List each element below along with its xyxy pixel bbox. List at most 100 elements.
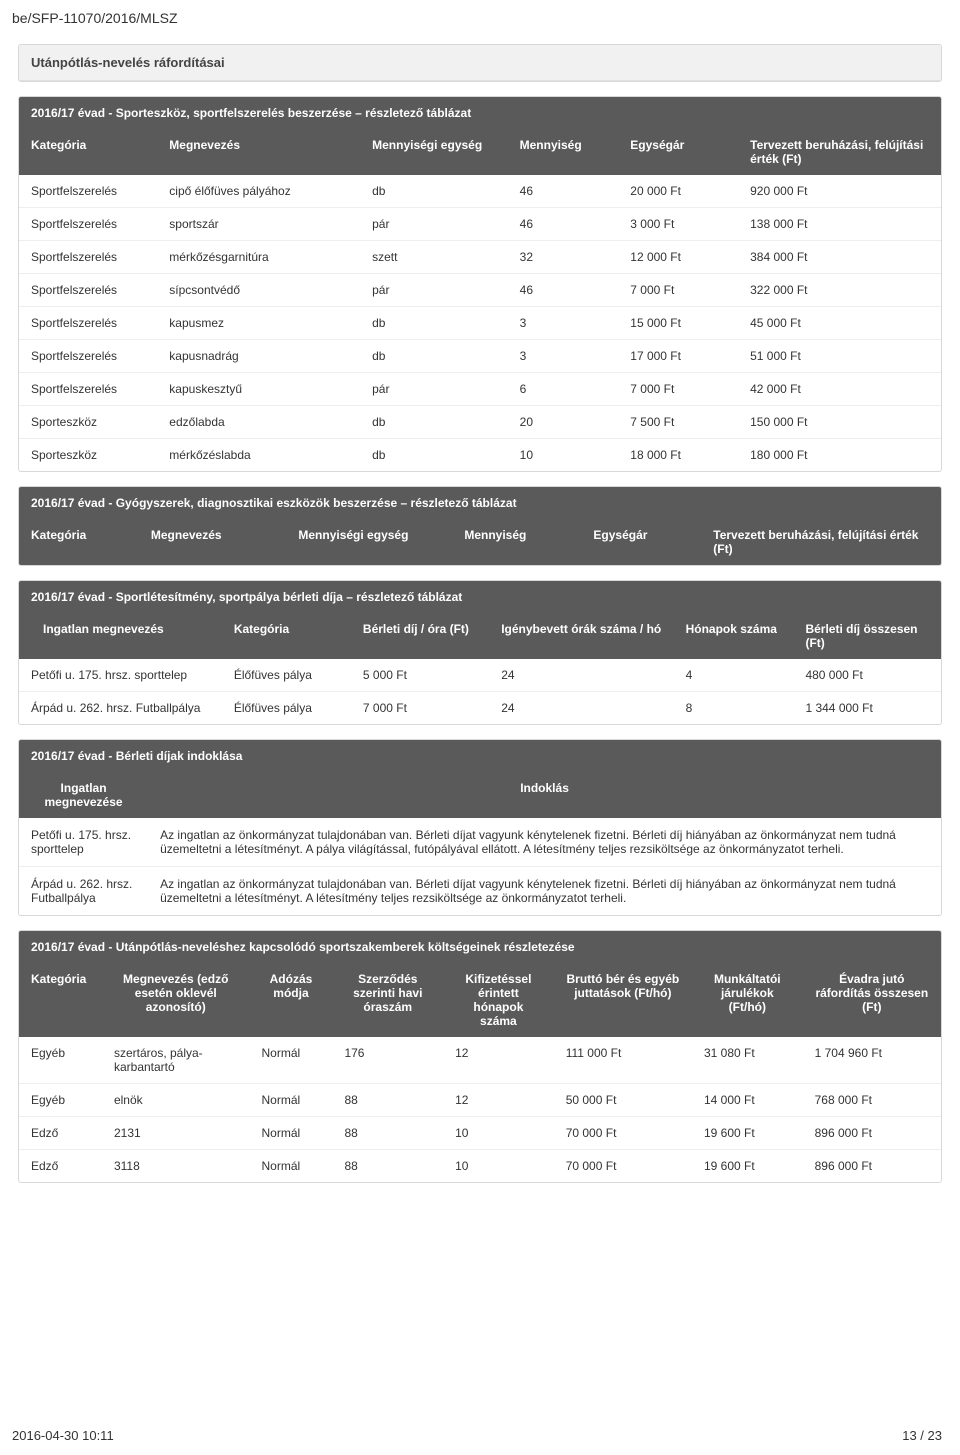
table-row: Sporteszközedzőlabdadb207 500 Ft150 000 … (19, 406, 941, 439)
page-footer: 2016-04-30 10:11 13 / 23 (12, 1428, 942, 1443)
table-cell: db (360, 340, 508, 373)
table-cell: Árpád u. 262. hrsz. Futballpálya (19, 867, 148, 916)
table2-th-3: Mennyiség (452, 519, 581, 565)
table-cell: Sportfelszerelés (19, 340, 157, 373)
table-cell: 920 000 Ft (738, 175, 941, 208)
document-code: be/SFP-11070/2016/MLSZ (0, 0, 960, 30)
table1-th-4: Egységár (618, 129, 738, 175)
table3-th-0: Ingatlan megnevezés (19, 613, 222, 659)
table-cell: Normál (249, 1037, 332, 1084)
table-row: EgyébelnökNormál881250 000 Ft14 000 Ft76… (19, 1084, 941, 1117)
table-cell: Sportfelszerelés (19, 175, 157, 208)
table-cell: 8 (674, 692, 794, 725)
table-cell: 180 000 Ft (738, 439, 941, 472)
table-cell: 7 000 Ft (618, 274, 738, 307)
table2-th-1: Megnevezés (139, 519, 287, 565)
table-cell: 6 (508, 373, 619, 406)
table3-th-4: Hónapok száma (674, 613, 794, 659)
table2-th-2: Mennyiségi egység (286, 519, 452, 565)
table-cell: Az ingatlan az önkormányzat tulajdonában… (148, 818, 941, 867)
table-cell: Élőfüves pálya (222, 659, 351, 692)
table-row: Petőfi u. 175. hrsz. sporttelepAz ingatl… (19, 818, 941, 867)
table-cell: mérkőzéslabda (157, 439, 360, 472)
table4-th-0: Ingatlan megnevezése (19, 772, 148, 818)
table-box-3: 2016/17 évad - Sportlétesítmény, sportpá… (18, 580, 942, 725)
table-box-2: 2016/17 évad - Gyógyszerek, diagnosztika… (18, 486, 942, 566)
table-cell: 20 000 Ft (618, 175, 738, 208)
table-cell: 31 080 Ft (692, 1037, 803, 1084)
table-cell: 45 000 Ft (738, 307, 941, 340)
table5-th-7: Évadra jutó ráfordítás összesen (Ft) (803, 963, 941, 1037)
table-cell: Élőfüves pálya (222, 692, 351, 725)
table-cell: Egyéb (19, 1037, 102, 1084)
table-cell: 88 (332, 1084, 443, 1117)
table-cell: 5 000 Ft (351, 659, 489, 692)
footer-page-number: 13 / 23 (902, 1428, 942, 1443)
table-cell: 15 000 Ft (618, 307, 738, 340)
table2-th-4: Egységár (581, 519, 701, 565)
table-cell: pár (360, 373, 508, 406)
table-cell: 70 000 Ft (554, 1117, 692, 1150)
table-cell: 17 000 Ft (618, 340, 738, 373)
table5-th-6: Munkáltatói járulékok (Ft/hó) (692, 963, 803, 1037)
table-cell: szett (360, 241, 508, 274)
table-cell: 7 500 Ft (618, 406, 738, 439)
table3-th-5: Bérleti díj összesen (Ft) (793, 613, 941, 659)
table-cell: 51 000 Ft (738, 340, 941, 373)
table-cell: 46 (508, 175, 619, 208)
table-cell: 20 (508, 406, 619, 439)
table-cell: db (360, 406, 508, 439)
table-cell: Sporteszköz (19, 406, 157, 439)
table2: Kategória Megnevezés Mennyiségi egység M… (19, 519, 941, 565)
table-row: Sportfelszereléssípcsontvédőpár467 000 F… (19, 274, 941, 307)
table-cell: Normál (249, 1084, 332, 1117)
table-cell: 3 (508, 340, 619, 373)
footer-timestamp: 2016-04-30 10:11 (12, 1428, 114, 1443)
table3: Ingatlan megnevezés Kategória Bérleti dí… (19, 613, 941, 724)
table-cell: 138 000 Ft (738, 208, 941, 241)
table-cell: Edző (19, 1150, 102, 1183)
table-cell: Petőfi u. 175. hrsz. sporttelep (19, 818, 148, 867)
table-cell: pár (360, 274, 508, 307)
table3-th-3: Igénybevett órák száma / hó (489, 613, 673, 659)
table2-title: 2016/17 évad - Gyógyszerek, diagnosztika… (19, 487, 941, 519)
box-title-1: Utánpótlás-nevelés ráfordításai (19, 45, 941, 81)
table-cell: 88 (332, 1150, 443, 1183)
table-cell: Edző (19, 1117, 102, 1150)
table-cell: pár (360, 208, 508, 241)
table-cell: kapusnadrág (157, 340, 360, 373)
table-cell: 88 (332, 1117, 443, 1150)
table-cell: 10 (443, 1117, 554, 1150)
table-cell: 480 000 Ft (793, 659, 941, 692)
table-cell: 32 (508, 241, 619, 274)
table-cell: mérkőzésgarnitúra (157, 241, 360, 274)
table-cell: db (360, 307, 508, 340)
table1-th-2: Mennyiségi egység (360, 129, 508, 175)
table-cell: 18 000 Ft (618, 439, 738, 472)
table-cell: 12 (443, 1037, 554, 1084)
table-row: Sporteszközmérkőzéslabdadb1018 000 Ft180… (19, 439, 941, 472)
table-cell: kapuskesztyű (157, 373, 360, 406)
table3-title: 2016/17 évad - Sportlétesítmény, sportpá… (19, 581, 941, 613)
table-cell: 896 000 Ft (803, 1150, 941, 1183)
table-cell: Az ingatlan az önkormányzat tulajdonában… (148, 867, 941, 916)
main-content: Utánpótlás-nevelés ráfordításai 2016/17 … (0, 44, 960, 1183)
table4: Ingatlan megnevezése Indoklás Petőfi u. … (19, 772, 941, 915)
table-cell: kapusmez (157, 307, 360, 340)
table-cell: Egyéb (19, 1084, 102, 1117)
table5-th-3: Szerződés szerinti havi óraszám (332, 963, 443, 1037)
table-box-1: 2016/17 évad - Sporteszköz, sportfelszer… (18, 96, 942, 472)
table-cell: Petőfi u. 175. hrsz. sporttelep (19, 659, 222, 692)
table-cell: 46 (508, 274, 619, 307)
table-cell: 70 000 Ft (554, 1150, 692, 1183)
table-row: Árpád u. 262. hrsz. FutballpályaÉlőfüves… (19, 692, 941, 725)
table1-th-0: Kategória (19, 129, 157, 175)
table-row: Egyébszertáros, pálya-karbantartóNormál1… (19, 1037, 941, 1084)
table5-th-0: Kategória (19, 963, 102, 1037)
table-cell: 14 000 Ft (692, 1084, 803, 1117)
table-cell: edzőlabda (157, 406, 360, 439)
table1-title: 2016/17 évad - Sporteszköz, sportfelszer… (19, 97, 941, 129)
table-box-5: 2016/17 évad - Utánpótlás-neveléshez kap… (18, 930, 942, 1183)
table1-th-1: Megnevezés (157, 129, 360, 175)
table-cell: elnök (102, 1084, 250, 1117)
